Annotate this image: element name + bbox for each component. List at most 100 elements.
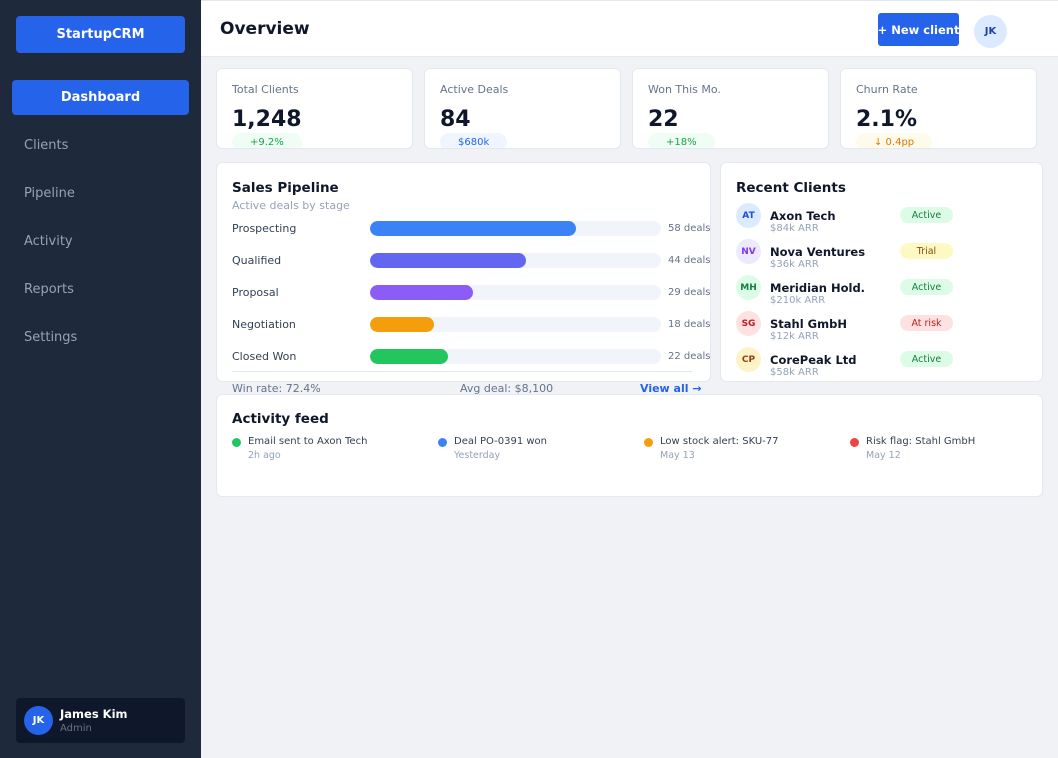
stage-bar xyxy=(370,285,473,300)
stage-track xyxy=(370,221,661,236)
client-avatar: SG xyxy=(736,311,761,336)
stage-bar xyxy=(370,253,526,268)
client-row[interactable]: SG Stahl GmbH $12k ARR At risk xyxy=(736,311,1028,345)
kpi-label: Total Clients xyxy=(232,83,299,96)
kpi-value: 22 xyxy=(648,107,679,132)
client-arr: $58k ARR xyxy=(770,367,819,378)
sidebar: StartupCRM Dashboard Clients Pipeline Ac… xyxy=(0,0,201,758)
stage-track xyxy=(370,317,661,332)
kpi-label: Won This Mo. xyxy=(648,83,721,96)
new-client-button[interactable]: + New client xyxy=(878,13,959,46)
sidebar-item-settings[interactable]: Settings xyxy=(24,330,78,345)
kpi-card-total-clients: Total Clients 1,248 +9.2% xyxy=(216,68,413,149)
sales-pipeline-card: Sales Pipeline Active deals by stage Pro… xyxy=(216,162,711,382)
kpi-card-churn-rate: Churn Rate 2.1% ↓ 0.4pp xyxy=(840,68,1037,149)
pipeline-stage-row[interactable]: Qualified 44 deals xyxy=(232,253,711,269)
user-avatar: JK xyxy=(24,706,53,735)
sidebar-item-pipeline[interactable]: Pipeline xyxy=(24,186,75,201)
win-rate: Win rate: 72.4% xyxy=(232,382,321,395)
stage-label: Prospecting xyxy=(232,222,297,235)
activity-text: Deal PO-0391 won xyxy=(454,436,547,447)
sidebar-item-dashboard[interactable]: Dashboard xyxy=(12,80,189,115)
client-avatar: CP xyxy=(736,347,761,372)
page-title: Overview xyxy=(220,19,310,39)
activity-text: Risk flag: Stahl GmbH xyxy=(866,436,976,447)
stage-count: 44 deals xyxy=(668,255,711,266)
activity-text: Low stock alert: SKU-77 xyxy=(660,436,779,447)
client-arr: $36k ARR xyxy=(770,259,819,270)
stage-count: 29 deals xyxy=(668,287,711,298)
activity-time: Yesterday xyxy=(454,450,501,461)
client-name: Stahl GmbH xyxy=(770,317,847,331)
client-row[interactable]: NV Nova Ventures $36k ARR Trial xyxy=(736,239,1028,273)
pipeline-stage-row[interactable]: Prospecting 58 deals xyxy=(232,221,711,237)
status-badge: Trial xyxy=(900,243,953,259)
activity-item[interactable]: Low stock alert: SKU-77 May 13 xyxy=(644,436,844,468)
pipeline-stage-row[interactable]: Proposal 29 deals xyxy=(232,285,711,301)
recent-clients-card: Recent Clients AT Axon Tech $84k ARR Act… xyxy=(720,162,1043,382)
card-title: Activity feed xyxy=(232,411,329,427)
client-name: Axon Tech xyxy=(770,209,836,223)
kpi-badge: +18% xyxy=(648,133,715,148)
kpi-label: Active Deals xyxy=(440,83,509,96)
activity-time: 2h ago xyxy=(248,450,281,461)
avatar[interactable]: JK xyxy=(974,15,1007,48)
card-title: Sales Pipeline xyxy=(232,180,339,196)
stage-track xyxy=(370,285,661,300)
brand-logo[interactable]: StartupCRM xyxy=(16,16,185,53)
user-profile-card[interactable]: JK James Kim Admin xyxy=(16,698,185,743)
stage-bar xyxy=(370,221,576,236)
activity-item[interactable]: Email sent to Axon Tech 2h ago xyxy=(232,436,432,468)
kpi-value: 84 xyxy=(440,107,471,132)
avg-deal: Avg deal: $8,100 xyxy=(460,382,554,395)
activity-time: May 12 xyxy=(866,450,901,461)
stage-count: 58 deals xyxy=(668,223,711,234)
stage-bar xyxy=(370,349,448,364)
sidebar-item-clients[interactable]: Clients xyxy=(24,138,69,153)
divider xyxy=(232,371,692,372)
kpi-value: 2.1% xyxy=(856,107,918,132)
sidebar-item-activity[interactable]: Activity xyxy=(24,234,73,249)
stage-label: Qualified xyxy=(232,254,282,267)
stage-track xyxy=(370,349,661,364)
pipeline-stage-row[interactable]: Closed Won 22 deals xyxy=(232,349,711,365)
client-avatar: MH xyxy=(736,275,761,300)
view-all-link[interactable]: View all → xyxy=(640,382,702,395)
activity-feed-card: Activity feed xyxy=(216,394,1043,497)
user-name: James Kim xyxy=(60,707,128,721)
status-badge: Active xyxy=(900,207,953,223)
stage-count: 18 deals xyxy=(668,319,711,330)
activity-time: May 13 xyxy=(660,450,695,461)
client-row[interactable]: MH Meridian Hold. $210k ARR Active xyxy=(736,275,1028,309)
kpi-label: Churn Rate xyxy=(856,83,918,96)
client-row[interactable]: AT Axon Tech $84k ARR Active xyxy=(736,203,1028,237)
client-name: Nova Ventures xyxy=(770,245,866,259)
status-dot-icon xyxy=(850,438,859,447)
stage-track xyxy=(370,253,661,268)
status-badge: Active xyxy=(900,279,953,295)
client-name: CorePeak Ltd xyxy=(770,353,857,367)
stage-bar xyxy=(370,317,434,332)
kpi-badge: +9.2% xyxy=(232,133,302,148)
activity-text: Email sent to Axon Tech xyxy=(248,436,368,447)
status-dot-icon xyxy=(232,438,241,447)
client-row[interactable]: CP CorePeak Ltd $58k ARR Active xyxy=(736,347,1028,381)
client-avatar: AT xyxy=(736,203,761,228)
client-name: Meridian Hold. xyxy=(770,281,866,295)
status-dot-icon xyxy=(438,438,447,447)
stage-label: Closed Won xyxy=(232,350,297,363)
pipeline-stage-row[interactable]: Negotiation 18 deals xyxy=(232,317,711,333)
kpi-badge: ↓ 0.4pp xyxy=(856,133,933,148)
activity-item[interactable]: Deal PO-0391 won Yesterday xyxy=(438,436,638,468)
stage-label: Negotiation xyxy=(232,318,296,331)
stage-label: Proposal xyxy=(232,286,279,299)
kpi-card-won-this-month: Won This Mo. 22 +18% xyxy=(632,68,829,149)
kpi-value: 1,248 xyxy=(232,107,302,132)
client-arr: $210k ARR xyxy=(770,295,826,306)
client-arr: $84k ARR xyxy=(770,223,819,234)
sidebar-item-reports[interactable]: Reports xyxy=(24,282,74,297)
activity-item[interactable]: Risk flag: Stahl GmbH May 12 xyxy=(850,436,1050,468)
card-subtitle: Active deals by stage xyxy=(232,199,350,212)
card-title: Recent Clients xyxy=(736,180,846,196)
kpi-card-active-deals: Active Deals 84 $680k xyxy=(424,68,621,149)
